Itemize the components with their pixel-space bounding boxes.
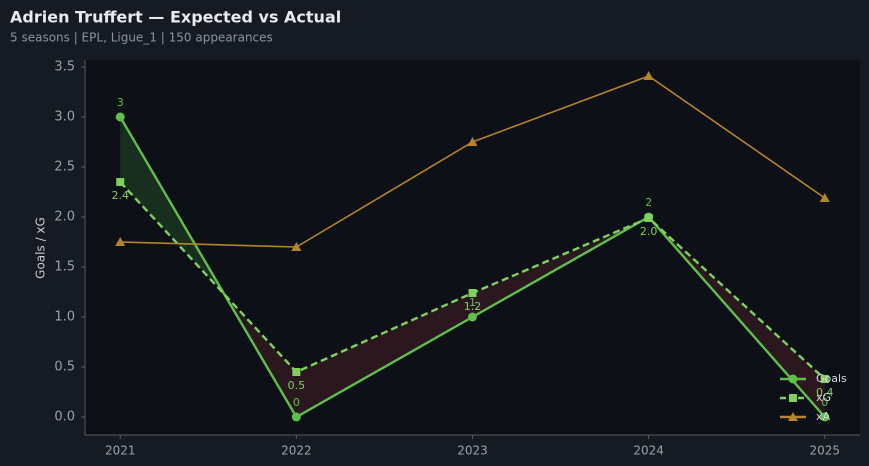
data-label: 0	[821, 396, 828, 409]
point	[115, 112, 125, 122]
point	[643, 71, 654, 80]
x-tick-label: 2025	[809, 444, 840, 458]
y-tick-label: 3.0	[54, 110, 75, 125]
point	[467, 137, 478, 146]
y-tick-label: 1.0	[54, 310, 75, 325]
data-label: 0.5	[288, 379, 306, 392]
point	[820, 412, 830, 422]
data-label: 1.2	[464, 300, 482, 313]
legend-label: xA	[816, 410, 831, 423]
point	[468, 289, 477, 297]
legend-label: xG	[816, 391, 831, 404]
data-label: 1	[469, 296, 476, 309]
x-tick-label: 2023	[457, 444, 488, 458]
legend-label: Goals	[816, 372, 847, 385]
data-label: 0.4	[816, 386, 834, 399]
data-label: 2.0	[640, 225, 658, 238]
y-tick-label: 3.5	[54, 60, 75, 75]
point	[644, 214, 653, 222]
x-tick-label: 2021	[105, 444, 136, 458]
data-label: 2	[645, 196, 652, 209]
point	[819, 193, 830, 202]
y-tick-label: 0.5	[54, 360, 75, 375]
y-tick-label: 1.5	[54, 260, 75, 275]
point	[292, 368, 301, 376]
data-label: 3	[117, 96, 124, 109]
point	[291, 242, 302, 251]
point	[291, 412, 301, 422]
legend-marker	[789, 394, 797, 402]
point	[820, 375, 829, 383]
y-tick-label: 0.0	[54, 410, 75, 425]
y-tick-label: 2.5	[54, 160, 75, 175]
x-tick-label: 2022	[281, 444, 312, 458]
fill-between	[296, 293, 473, 417]
chart-subtitle: 5 seasons | EPL, Ligue_1 | 150 appearanc…	[10, 31, 273, 45]
plot-area	[85, 60, 860, 435]
legend-marker	[788, 374, 798, 384]
point	[115, 237, 126, 246]
data-label: 2.4	[111, 189, 129, 202]
y-tick-label: 2.0	[54, 210, 75, 225]
data-label: 0	[293, 396, 300, 409]
point	[116, 178, 125, 186]
point	[468, 312, 477, 322]
x-tick-label: 2024	[633, 444, 664, 458]
y-axis-label: Goals / xG	[34, 217, 48, 279]
chart-title: Adrien Truffert — Expected vs Actual	[10, 8, 341, 27]
legend-marker	[788, 412, 798, 421]
